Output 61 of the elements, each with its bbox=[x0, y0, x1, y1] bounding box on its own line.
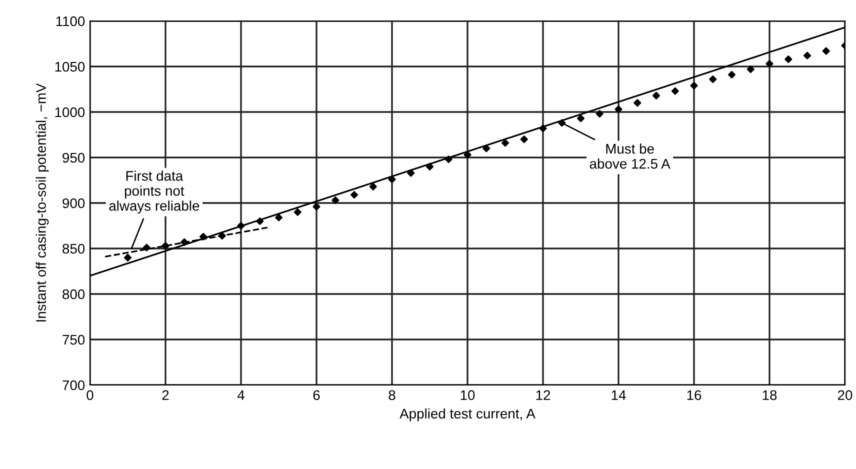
x-tick-label: 6 bbox=[313, 390, 320, 400]
x-tick-label: 4 bbox=[237, 390, 244, 400]
x-tick-label: 16 bbox=[687, 390, 702, 400]
point bbox=[142, 244, 150, 252]
point bbox=[671, 87, 679, 95]
y-tick-label: 850 bbox=[62, 244, 85, 254]
point bbox=[652, 92, 660, 100]
point bbox=[690, 82, 698, 90]
x-tick-label: 14 bbox=[612, 390, 626, 400]
point bbox=[520, 136, 528, 144]
y-tick-label: 800 bbox=[62, 289, 85, 300]
x-axis-title: Applied test current, A bbox=[400, 408, 536, 422]
x-tick-label: 10 bbox=[460, 390, 475, 400]
y-tick-label: 900 bbox=[62, 198, 85, 208]
y-tick-label: 700 bbox=[62, 380, 85, 390]
point bbox=[596, 110, 604, 118]
point bbox=[256, 217, 264, 225]
point bbox=[218, 232, 226, 240]
point bbox=[162, 242, 170, 250]
point bbox=[766, 60, 774, 68]
point bbox=[746, 65, 754, 74]
point bbox=[576, 114, 585, 122]
x-tick-label: 12 bbox=[536, 390, 550, 400]
point bbox=[822, 47, 830, 55]
point bbox=[482, 144, 490, 152]
point bbox=[312, 202, 320, 210]
y-tick-label: 750 bbox=[62, 334, 85, 345]
point bbox=[388, 176, 396, 184]
point bbox=[614, 105, 622, 114]
point bbox=[634, 99, 642, 107]
annotation: Must be above 12.5 A bbox=[590, 144, 670, 169]
point bbox=[784, 55, 792, 64]
y-axis-title: Instant off casing-to-soil potential, −mV bbox=[36, 83, 49, 322]
point bbox=[539, 124, 547, 132]
point bbox=[728, 70, 736, 78]
y-tick-label: 950 bbox=[62, 152, 85, 163]
point bbox=[426, 162, 434, 170]
point bbox=[350, 191, 358, 199]
point bbox=[709, 75, 717, 84]
point bbox=[369, 182, 377, 190]
point bbox=[199, 232, 208, 240]
x-tick-label: 2 bbox=[162, 390, 169, 400]
point bbox=[558, 119, 566, 127]
annotation: First data points not always reliable bbox=[109, 170, 200, 214]
point bbox=[274, 214, 283, 222]
point bbox=[124, 254, 132, 262]
x-tick-label: 18 bbox=[762, 390, 777, 400]
point bbox=[294, 208, 302, 216]
point bbox=[407, 169, 415, 177]
y-tick-label: 1000 bbox=[55, 107, 85, 118]
y-tick-label: 1100 bbox=[56, 16, 85, 26]
point bbox=[501, 139, 510, 147]
x-tick-label: 8 bbox=[388, 390, 396, 400]
x-tick-label: 0 bbox=[86, 390, 94, 400]
point bbox=[332, 196, 340, 204]
point bbox=[237, 222, 245, 230]
point bbox=[803, 52, 812, 60]
y-tick-label: 1050 bbox=[55, 62, 85, 72]
x-tick-label: 20 bbox=[838, 390, 852, 400]
point bbox=[180, 238, 188, 246]
point bbox=[444, 156, 452, 164]
